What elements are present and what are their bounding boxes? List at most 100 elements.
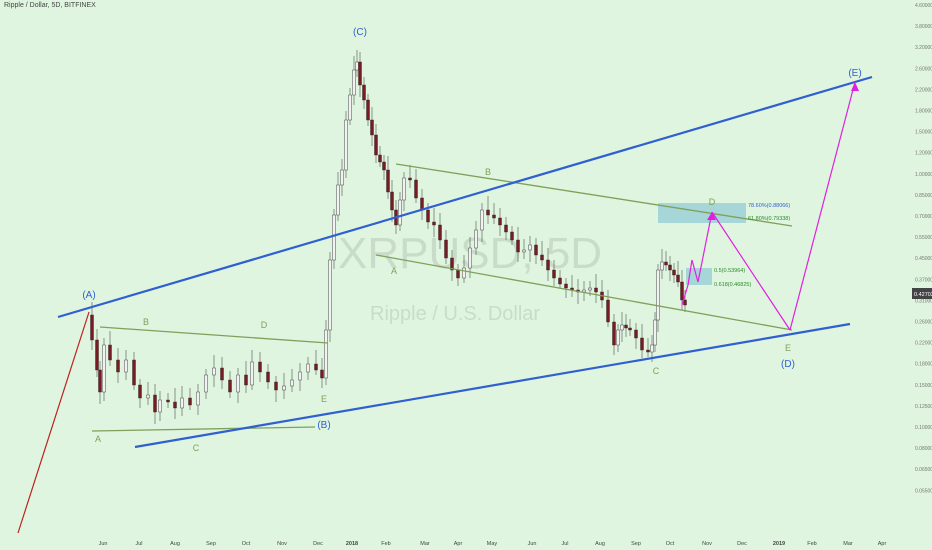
trend-line — [91, 426, 316, 432]
candle-body — [362, 84, 366, 101]
fib-label-05: 0.5(0.53964) — [714, 268, 745, 274]
y-tick-label: 0.05500 — [915, 488, 932, 494]
candle-body — [486, 209, 490, 216]
y-tick-label: 0.45000 — [915, 256, 932, 262]
candle-body — [188, 397, 192, 406]
candle-body — [558, 277, 562, 285]
candle-body — [390, 191, 394, 211]
candle-body — [108, 344, 112, 361]
projection-segment — [697, 211, 713, 283]
lead-in-line — [17, 311, 90, 534]
y-tick-label: 1.80000 — [915, 109, 932, 115]
projection-segment — [687, 259, 693, 286]
candle-body — [664, 261, 668, 266]
candle-body — [98, 369, 102, 393]
candle-body — [432, 221, 436, 226]
y-tick-label: 0.15000 — [915, 383, 932, 389]
candle-body — [504, 224, 508, 233]
x-tick-label: 2018 — [346, 541, 358, 547]
candle-body — [370, 119, 374, 136]
wave-label-major: (A) — [82, 290, 95, 301]
wave-label-major: (C) — [353, 27, 367, 38]
y-tick-label: 1.50000 — [915, 130, 932, 136]
wave-label-minor: C — [193, 443, 200, 453]
candle-body — [236, 374, 240, 393]
x-tick-label: Feb — [381, 541, 390, 547]
current-price-label: 0.42702 — [914, 292, 932, 298]
candle-body — [498, 217, 502, 226]
candle-body — [634, 329, 638, 339]
x-tick-label: Nov — [277, 541, 287, 547]
candle-body — [95, 339, 99, 371]
candle-body — [358, 61, 362, 86]
y-tick-label: 0.26000 — [915, 320, 932, 326]
y-tick-label: 0.31000 — [915, 298, 932, 304]
wave-label-minor: B — [143, 317, 149, 327]
candle-body — [612, 321, 616, 346]
y-tick-label: 2.60000 — [915, 66, 932, 72]
candle-body — [624, 324, 628, 329]
candle-body — [386, 169, 390, 193]
current-price-tag — [912, 288, 932, 299]
candle-body — [244, 374, 248, 386]
wave-label-minor: E — [321, 394, 327, 404]
y-tick-label: 3.80000 — [915, 24, 932, 30]
candle-body — [153, 394, 157, 413]
candle-body — [414, 179, 418, 199]
upper-channel-line — [57, 75, 873, 319]
trend-line — [395, 163, 793, 227]
candle-body — [510, 231, 514, 241]
y-tick-label: 0.06500 — [915, 467, 932, 473]
projection-segment — [681, 284, 689, 306]
fib-zone-upper — [658, 203, 746, 223]
candle-body — [352, 69, 356, 96]
y-tick-label: 0.08000 — [915, 446, 932, 452]
candle-body — [676, 274, 680, 283]
y-tick-label: 0.12500 — [915, 404, 932, 410]
candle-body — [336, 184, 340, 216]
candle-body — [212, 367, 216, 376]
projection-arrowhead — [707, 212, 716, 220]
candle-body — [492, 214, 496, 219]
candle-body — [132, 359, 136, 386]
candle-body — [374, 134, 378, 156]
wave-label-minor: D — [709, 197, 716, 207]
wave-label-minor: C — [653, 366, 660, 376]
x-tick-label: Apr — [454, 541, 463, 547]
candle-body — [480, 209, 484, 231]
candle-body — [282, 385, 286, 391]
candle-body — [196, 391, 200, 406]
x-tick-label: Apr — [878, 541, 887, 547]
projection-segment — [691, 259, 699, 283]
candle-body — [680, 281, 684, 301]
y-tick-label: 0.22000 — [915, 341, 932, 347]
x-tick-label: Jun — [528, 541, 537, 547]
candle-body — [408, 177, 412, 181]
x-tick-label: Mar — [420, 541, 430, 547]
candle-body — [314, 363, 318, 371]
candle-body — [462, 267, 466, 279]
candle-body — [438, 224, 442, 241]
chart-title: Ripple / Dollar, 5D, BITFINEX — [4, 2, 96, 9]
x-tick-label: Dec — [313, 541, 323, 547]
x-tick-label: 2019 — [773, 541, 785, 547]
candle-body — [468, 247, 472, 269]
y-tick-label: 1.20000 — [915, 151, 932, 157]
candle-body — [456, 269, 460, 279]
y-tick-label: 0.37000 — [915, 277, 932, 283]
candle-body — [672, 269, 676, 276]
candle-body — [594, 287, 598, 293]
wave-label-major: (D) — [781, 359, 795, 370]
candle-body — [450, 257, 454, 271]
y-tick-label: 0.55000 — [915, 235, 932, 241]
candle-body — [650, 344, 654, 353]
candle-body — [402, 177, 406, 201]
y-tick-label: 4.60000 — [915, 3, 932, 9]
watermark-name: Ripple / U.S. Dollar — [370, 303, 540, 325]
x-tick-label: Jun — [99, 541, 108, 547]
y-tick-label: 0.10000 — [915, 425, 932, 431]
x-tick-label: Oct — [666, 541, 675, 547]
candle-body — [258, 361, 262, 373]
